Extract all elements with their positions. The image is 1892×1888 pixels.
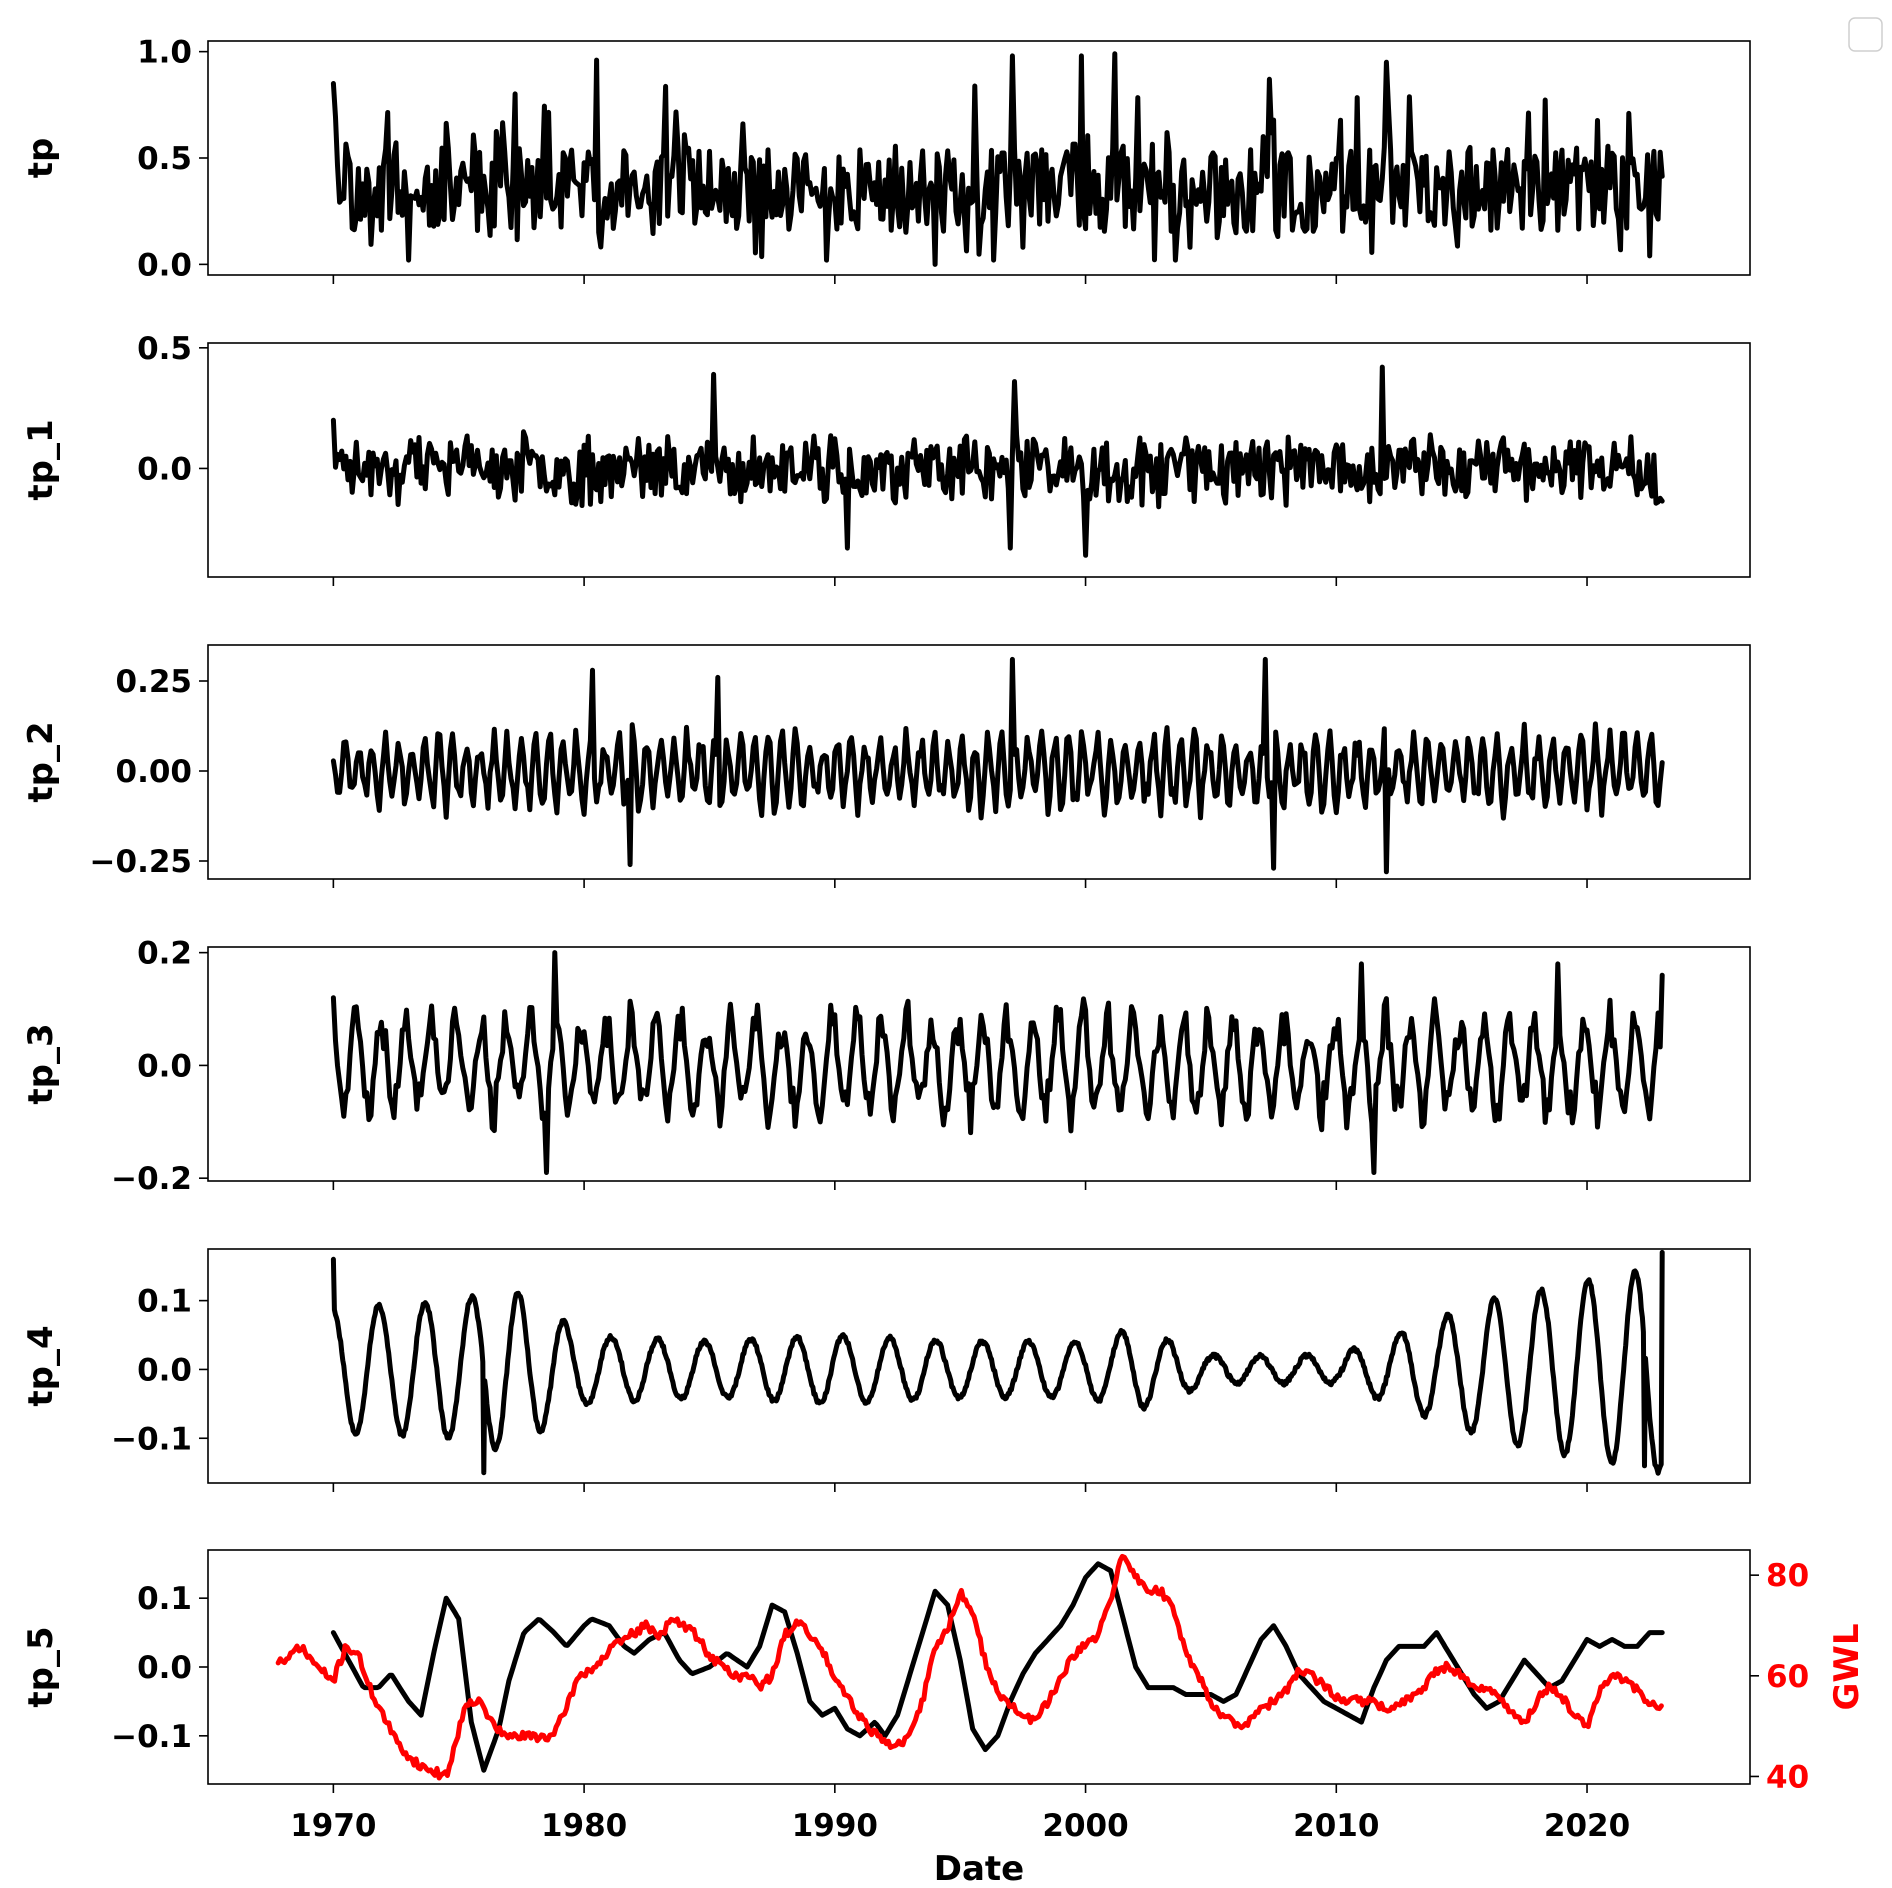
x-axis-label: Date [934,1849,1024,1888]
y-tick-label: 0.1 [137,1581,192,1617]
axes-frame [207,1248,1751,1484]
panel-tp_4: −0.1 0.0 0.1 tp_4 [21,1248,1751,1492]
y-axis-label: tp_1 [21,419,61,500]
y-tick-label: 0.5 [137,141,192,177]
series-line-tp_1 [330,364,1665,558]
y-tick-label: 0.0 [137,1352,192,1388]
y-axis-label: tp_2 [21,721,61,802]
y-axis-label: tp_4 [21,1325,61,1406]
y-tick-label: −0.25 [90,844,192,880]
series-line-tp_5 [330,1561,1665,1773]
panel-tp_1: 0.0 0.5 tp_1 [21,331,1751,586]
y-tick-label: −0.2 [111,1161,192,1197]
x-tick-label: 2000 [1042,1808,1128,1844]
axes-frame [207,644,1751,880]
axes-frame [207,946,1751,1182]
y-tick-label: 0.25 [116,664,193,700]
x-tick-label: 2020 [1544,1808,1630,1844]
y-tick-label: 0.2 [137,936,192,972]
legend-box [1848,17,1883,52]
y-tick-label: 0.0 [137,451,192,487]
y2-axis-label: GWL [1827,1623,1867,1710]
panel-tp_3: −0.2 0.0 0.2 tp_3 [21,936,1751,1197]
y-tick-label: −0.1 [111,1421,192,1457]
x-tick-label: 1990 [792,1808,878,1844]
y2-tick-label: 80 [1766,1558,1809,1594]
y-axis-label: tp [21,138,61,179]
y-tick-label: 0.0 [137,1650,192,1686]
y-tick-label: 0.1 [137,1284,192,1320]
y-tick-label: 0.5 [137,331,192,367]
y-tick-label: 0.0 [137,247,192,283]
y-tick-label: −0.1 [111,1719,192,1755]
panel-tp_5: −0.1 0.0 0.1 1970 1980 1990 2000 2010 2020 tp_5 40… [21,1549,1867,1888]
y-axis-label: tp_3 [21,1023,61,1104]
y2-tick-label: 40 [1766,1759,1809,1795]
y-axis-label: tp_5 [21,1626,61,1707]
x-tick-label: 2010 [1293,1808,1379,1844]
x-tick-label: 1970 [290,1808,376,1844]
y-tick-label: 1.0 [137,35,192,71]
series-line-tp_2 [330,656,1665,875]
y-tick-label: 0.0 [137,1048,192,1084]
panel-tp_2: −0.25 0.00 0.25 tp_2 [21,644,1751,888]
axes-frame [207,342,1751,578]
gwl-line [275,1553,1664,1781]
series-line-tp_3 [330,950,1665,1175]
y-tick-label: 0.00 [116,754,193,790]
panel-tp: 0.0 0.5 1.0 tp [21,35,1751,284]
y2-tick-label: 60 [1766,1659,1809,1695]
series-line-tp_4 [330,1249,1665,1476]
x-tick-label: 1980 [541,1808,627,1844]
panels: 0.00.51.0tp0.00.5tp_1−0.250.000.25tp_2−0… [21,35,1867,1888]
series-line-tp [330,51,1665,267]
